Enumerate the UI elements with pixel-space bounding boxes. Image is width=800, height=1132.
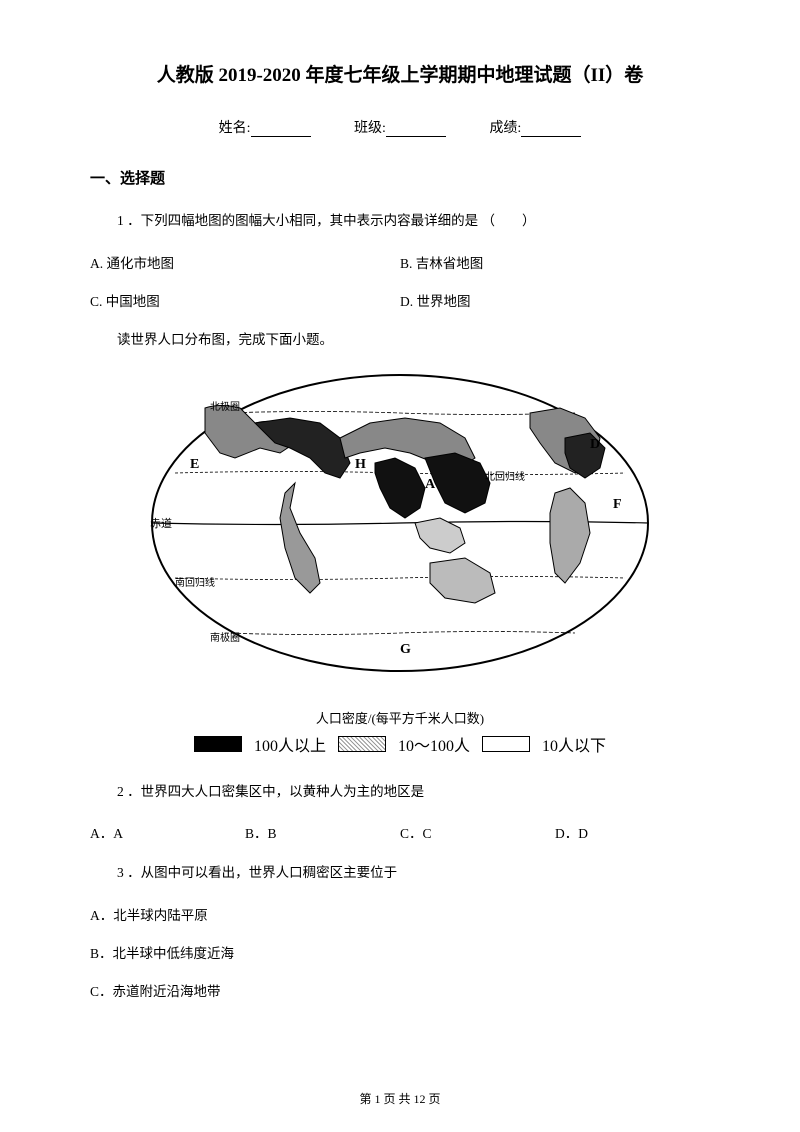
q3-option-a: A．北半球内陆平原 (90, 904, 710, 924)
arctic-label: 北极圈 (210, 400, 240, 413)
class-label: 班级: (354, 121, 386, 136)
q2-option-a: A．A (90, 822, 245, 842)
score-label: 成绩: (489, 121, 521, 136)
map-label-f: F (613, 497, 622, 512)
world-population-map: E H A D F G 赤道 北回归线 南回归线 北极圈 南极圈 (145, 368, 655, 698)
equator-label: 赤道 (150, 516, 172, 530)
score-field: 成绩: (489, 117, 581, 137)
section-1-title: 一、选择题 (90, 167, 710, 188)
student-info-row: 姓名: 班级: 成绩: (90, 117, 710, 137)
legend-row: 100人以上 10～100人 10人以下 (90, 732, 710, 756)
map-label-d: D (590, 437, 600, 452)
map-label-g: G (400, 642, 411, 657)
map-label-h: H (355, 457, 366, 472)
legend-label-high: 100人以上 (254, 732, 326, 756)
legend-label-mid: 10～100人 (398, 732, 470, 756)
legend-box-high (194, 736, 242, 752)
question-3-text: 3 ．从图中可以看出，世界人口稠密区主要位于 (90, 862, 710, 884)
q3-option-b: B．北半球中低纬度近海 (90, 942, 710, 962)
class-underline (386, 123, 446, 137)
tropic-n-label: 北回归线 (485, 470, 525, 483)
name-underline (251, 123, 311, 137)
legend-label-low: 10人以下 (542, 732, 606, 756)
name-field: 姓名: (219, 117, 311, 137)
q3-option-c: C．赤道附近沿海地带 (90, 980, 710, 1000)
page-footer: 第 1 页 共 12 页 (0, 1090, 800, 1107)
q1-option-c: C. 中国地图 (90, 290, 400, 310)
legend-box-mid (338, 736, 386, 752)
question-1-text: 1 ．下列四幅地图的图幅大小相同，其中表示内容最详细的是 （ ） (90, 210, 710, 232)
question-2-options: A．A B．B C．C D．D (90, 822, 710, 842)
q2-option-d: D．D (555, 822, 710, 842)
world-map-figure: E H A D F G 赤道 北回归线 南回归线 北极圈 南极圈 人口密度/(每… (90, 368, 710, 756)
score-underline (521, 123, 581, 137)
class-field: 班级: (354, 117, 446, 137)
intro-text-2: 读世界人口分布图，完成下面小题。 (90, 328, 710, 348)
name-label: 姓名: (219, 121, 251, 136)
q2-option-c: C．C (400, 822, 555, 842)
map-label-a: A (425, 477, 436, 492)
legend-title: 人口密度/(每平方千米人口数) (90, 708, 710, 727)
q1-option-d: D. 世界地图 (400, 290, 710, 310)
legend-box-low (482, 736, 530, 752)
q2-option-b: B．B (245, 822, 400, 842)
q1-option-b: B. 吉林省地图 (400, 252, 710, 272)
map-label-e: E (190, 457, 199, 472)
tropic-s-label: 南回归线 (175, 576, 215, 589)
question-2-text: 2 ．世界四大人口密集区中，以黄种人为主的地区是 (90, 781, 710, 803)
q1-option-a: A. 通化市地图 (90, 252, 400, 272)
page-title: 人教版 2019-2020 年度七年级上学期期中地理试题（II）卷 (90, 60, 710, 87)
antarctic-label: 南极圈 (210, 631, 240, 644)
question-1-options: A. 通化市地图 B. 吉林省地图 C. 中国地图 D. 世界地图 (90, 252, 710, 310)
